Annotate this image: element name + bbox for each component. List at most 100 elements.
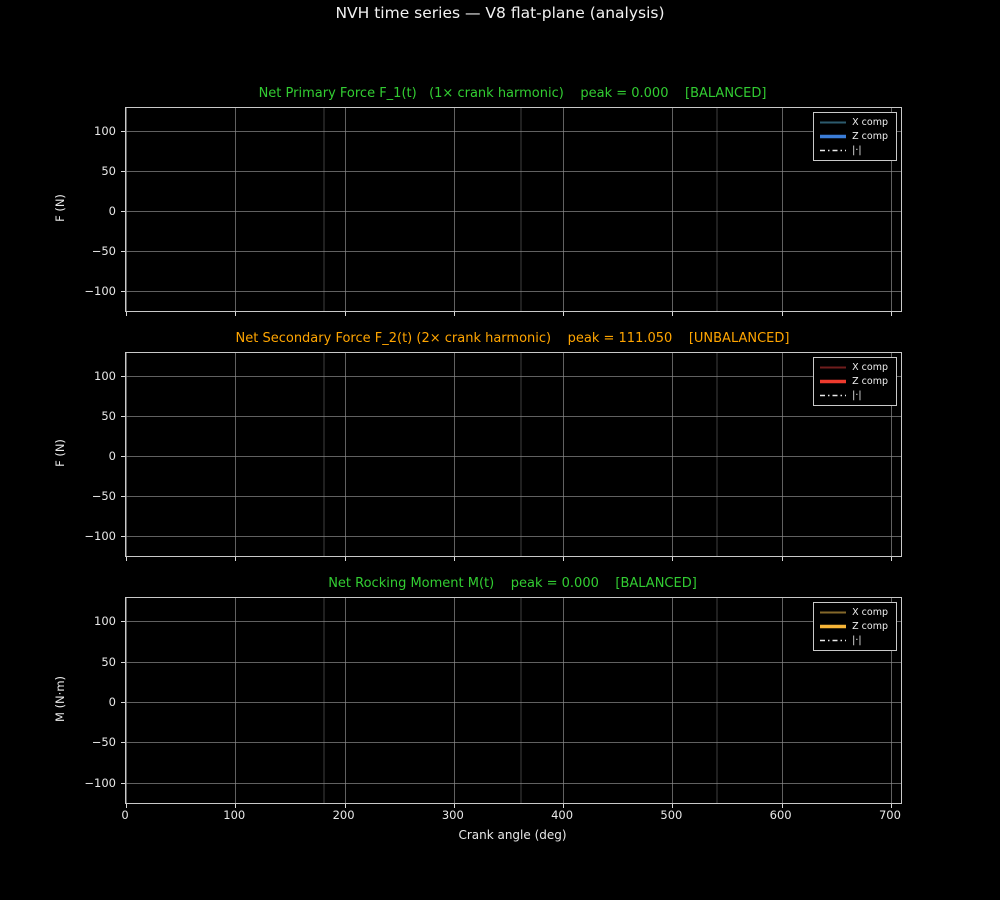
x-tick-mark bbox=[890, 804, 892, 808]
gridline-vertical bbox=[890, 598, 892, 803]
ytick-label: 100 bbox=[94, 123, 116, 138]
gridline-horizontal bbox=[126, 415, 901, 417]
y-tick-mark bbox=[121, 455, 125, 457]
y-tick-mark bbox=[121, 250, 125, 252]
y-tick-mark bbox=[121, 375, 125, 377]
gridline-vertical bbox=[235, 598, 237, 803]
cycle-marker-line bbox=[322, 598, 325, 803]
xtick-label: 500 bbox=[660, 808, 683, 822]
dashdot-line-swatch-icon bbox=[820, 394, 847, 397]
gridline-vertical bbox=[126, 108, 127, 311]
legend-entry: X comp bbox=[820, 117, 888, 128]
gridline-vertical bbox=[672, 108, 674, 311]
cycle-marker-line bbox=[715, 598, 718, 803]
y-tick-mark bbox=[121, 782, 125, 784]
cycle-marker-line bbox=[322, 108, 325, 311]
x-tick-mark bbox=[126, 557, 127, 561]
y-tick-mark bbox=[121, 290, 125, 292]
gridline-vertical bbox=[781, 353, 783, 556]
gridline-horizontal bbox=[126, 375, 901, 377]
x-tick-mark bbox=[453, 312, 455, 316]
xtick-label: 700 bbox=[878, 808, 901, 822]
y-tick-mark bbox=[121, 210, 125, 212]
solid-line-swatch-icon bbox=[820, 611, 847, 614]
ytick-label: −100 bbox=[84, 283, 116, 298]
x-tick-mark bbox=[563, 312, 565, 316]
ytick-label: −100 bbox=[84, 775, 116, 790]
legend-label: X comp bbox=[852, 117, 888, 128]
x-tick-mark bbox=[781, 312, 783, 316]
subplot3-title: Net Rocking Moment M(t) peak = 0.000 [BA… bbox=[328, 576, 697, 591]
ytick-label: 50 bbox=[101, 654, 116, 669]
gridline-vertical bbox=[344, 598, 346, 803]
gridline-vertical bbox=[890, 353, 892, 556]
xtick-label: 300 bbox=[441, 808, 464, 822]
y-tick-mark bbox=[121, 535, 125, 537]
x-tick-mark bbox=[344, 804, 346, 808]
gridline-vertical bbox=[563, 108, 565, 311]
gridline-horizontal bbox=[126, 742, 901, 744]
gridline-vertical bbox=[453, 598, 455, 803]
ytick-label: 50 bbox=[101, 408, 116, 423]
subplot3-plot-area: 100 50 0 −50 −100 X comp Z comp |·| bbox=[84, 597, 902, 808]
y-tick-mark bbox=[121, 170, 125, 172]
x-tick-mark bbox=[781, 557, 783, 561]
ytick-label: 100 bbox=[94, 368, 116, 383]
gridline-vertical bbox=[890, 108, 892, 311]
x-tick-mark bbox=[781, 804, 783, 808]
ytick-label: −50 bbox=[91, 735, 116, 750]
ytick-label: 50 bbox=[101, 163, 116, 178]
x-tick-mark bbox=[672, 557, 674, 561]
solid-line-swatch-icon bbox=[820, 624, 847, 629]
ytick-label: −100 bbox=[84, 528, 116, 543]
subplot1-plot-area: 100 50 0 −50 −100 X comp Z comp |·| bbox=[84, 107, 902, 316]
legend-label: X comp bbox=[852, 362, 888, 373]
y-tick-mark bbox=[121, 742, 125, 744]
cycle-marker-line bbox=[322, 353, 325, 556]
ytick-label: 0 bbox=[108, 203, 116, 218]
y-tick-mark bbox=[121, 621, 125, 623]
y-tick-mark bbox=[121, 130, 125, 132]
dashdot-line-swatch-icon bbox=[820, 149, 847, 152]
legend-label: |·| bbox=[852, 145, 862, 156]
subplot2-legend: X comp Z comp |·| bbox=[813, 357, 897, 406]
ytick-label: 100 bbox=[94, 614, 116, 629]
gridline-vertical bbox=[344, 108, 346, 311]
subplot1-ylabel: F (N) bbox=[53, 194, 67, 222]
gridline-horizontal bbox=[126, 782, 901, 784]
subplot1-legend: X comp Z comp |·| bbox=[813, 112, 897, 161]
gridline-horizontal bbox=[126, 621, 901, 623]
gridline-vertical bbox=[781, 108, 783, 311]
x-tick-mark bbox=[453, 557, 455, 561]
figure-title: NVH time series — V8 flat-plane (analysi… bbox=[335, 4, 665, 22]
gridline-horizontal bbox=[126, 455, 901, 457]
x-axis-label: Crank angle (deg) bbox=[458, 828, 567, 842]
cycle-marker-line bbox=[519, 353, 522, 556]
x-tick-mark bbox=[672, 312, 674, 316]
subplot2-title: Net Secondary Force F_2(t) (2× crank har… bbox=[235, 331, 790, 346]
gridline-horizontal bbox=[126, 290, 901, 292]
gridline-vertical bbox=[781, 598, 783, 803]
legend-label: |·| bbox=[852, 635, 862, 646]
gridline-vertical bbox=[672, 353, 674, 556]
subplot2-ylabel: F (N) bbox=[53, 439, 67, 467]
legend-label: Z comp bbox=[852, 621, 888, 632]
xtick-label: 100 bbox=[223, 808, 246, 822]
ytick-label: 0 bbox=[108, 448, 116, 463]
dashdot-line-swatch-icon bbox=[820, 639, 847, 642]
x-tick-mark bbox=[890, 557, 892, 561]
subplot1-title: Net Primary Force F_1(t) (1× crank harmo… bbox=[258, 86, 767, 101]
gridline-vertical bbox=[126, 353, 127, 556]
gridline-vertical bbox=[344, 353, 346, 556]
xtick-label: 0 bbox=[121, 808, 129, 822]
ytick-label: −50 bbox=[91, 243, 116, 258]
x-tick-mark bbox=[126, 312, 127, 316]
legend-label: Z comp bbox=[852, 376, 888, 387]
gridline-vertical bbox=[453, 353, 455, 556]
x-tick-mark bbox=[235, 804, 237, 808]
x-tick-mark bbox=[235, 312, 237, 316]
legend-entry: X comp bbox=[820, 607, 888, 618]
legend-entry: |·| bbox=[820, 635, 888, 646]
subplot3-legend: X comp Z comp |·| bbox=[813, 602, 897, 651]
